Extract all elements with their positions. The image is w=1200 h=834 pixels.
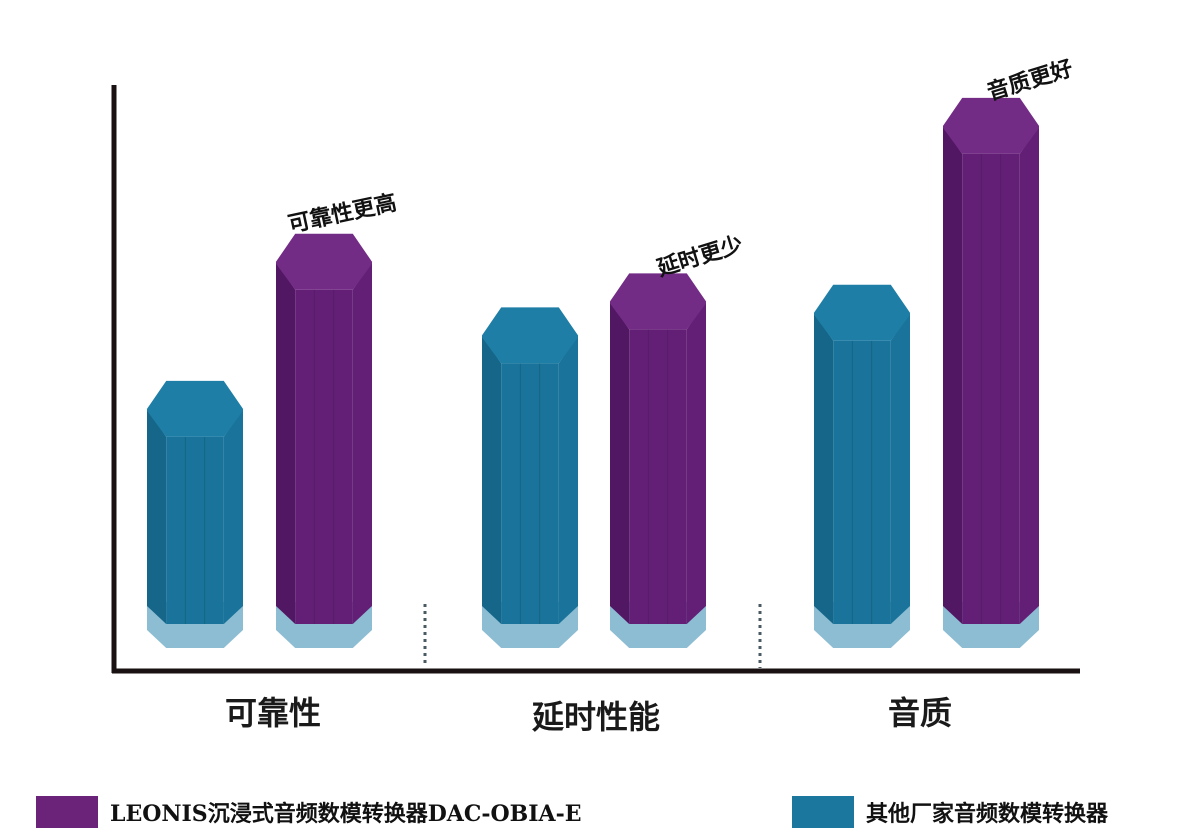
legend-label: 其他厂家音频数模转换器 — [866, 802, 1109, 827]
bar-side — [276, 261, 296, 624]
legend-item-other: 其他厂家音频数模转换器 — [792, 795, 1108, 829]
bar-side — [558, 335, 578, 624]
category-label: 延时性能 — [531, 698, 660, 736]
bar-side — [482, 335, 502, 624]
annotation-label: 可靠性更高 — [286, 190, 399, 238]
axes-layer — [111, 85, 1080, 674]
bar-leonis-2 — [943, 97, 1039, 648]
bars-layer — [147, 97, 1039, 648]
bar-front — [833, 340, 891, 624]
bar-leonis-0 — [276, 233, 372, 648]
category-label: 可靠性 — [225, 694, 321, 732]
bar-side — [890, 312, 910, 624]
bar-side — [147, 408, 167, 624]
bar-leonis-1 — [610, 273, 706, 648]
bar-other-0 — [147, 380, 243, 648]
bar-top — [943, 97, 1039, 154]
bar-front — [501, 363, 559, 624]
bar-other-2 — [814, 284, 910, 648]
bar-side — [352, 261, 372, 624]
bar-front — [295, 289, 353, 624]
bar-other-1 — [482, 307, 578, 648]
bar-top — [610, 273, 706, 330]
bar-top — [482, 307, 578, 364]
legend-label: LEONIS沉浸式音频数模转换器DAC-OBIA-E — [110, 801, 582, 827]
bar-side — [686, 301, 706, 624]
annotation-label: 音质更好 — [984, 55, 1076, 106]
category-label: 音质 — [888, 694, 952, 732]
bar-side — [814, 312, 834, 624]
bar-side — [943, 125, 963, 625]
legend-swatch-blue — [792, 796, 854, 828]
legend-item-leonis: LEONIS沉浸式音频数模转换器DAC-OBIA-E — [36, 795, 582, 829]
bar-side — [223, 408, 243, 624]
bar-side — [1019, 125, 1039, 625]
bar-side — [610, 301, 630, 624]
legend-swatch-purple — [36, 796, 98, 828]
bar-top — [814, 284, 910, 341]
bar-front — [166, 436, 224, 624]
bar-front — [629, 329, 687, 624]
bar-front — [962, 153, 1020, 625]
bar-top — [147, 380, 243, 437]
annotation-label: 延时更少 — [653, 232, 745, 282]
bar-top — [276, 233, 372, 290]
